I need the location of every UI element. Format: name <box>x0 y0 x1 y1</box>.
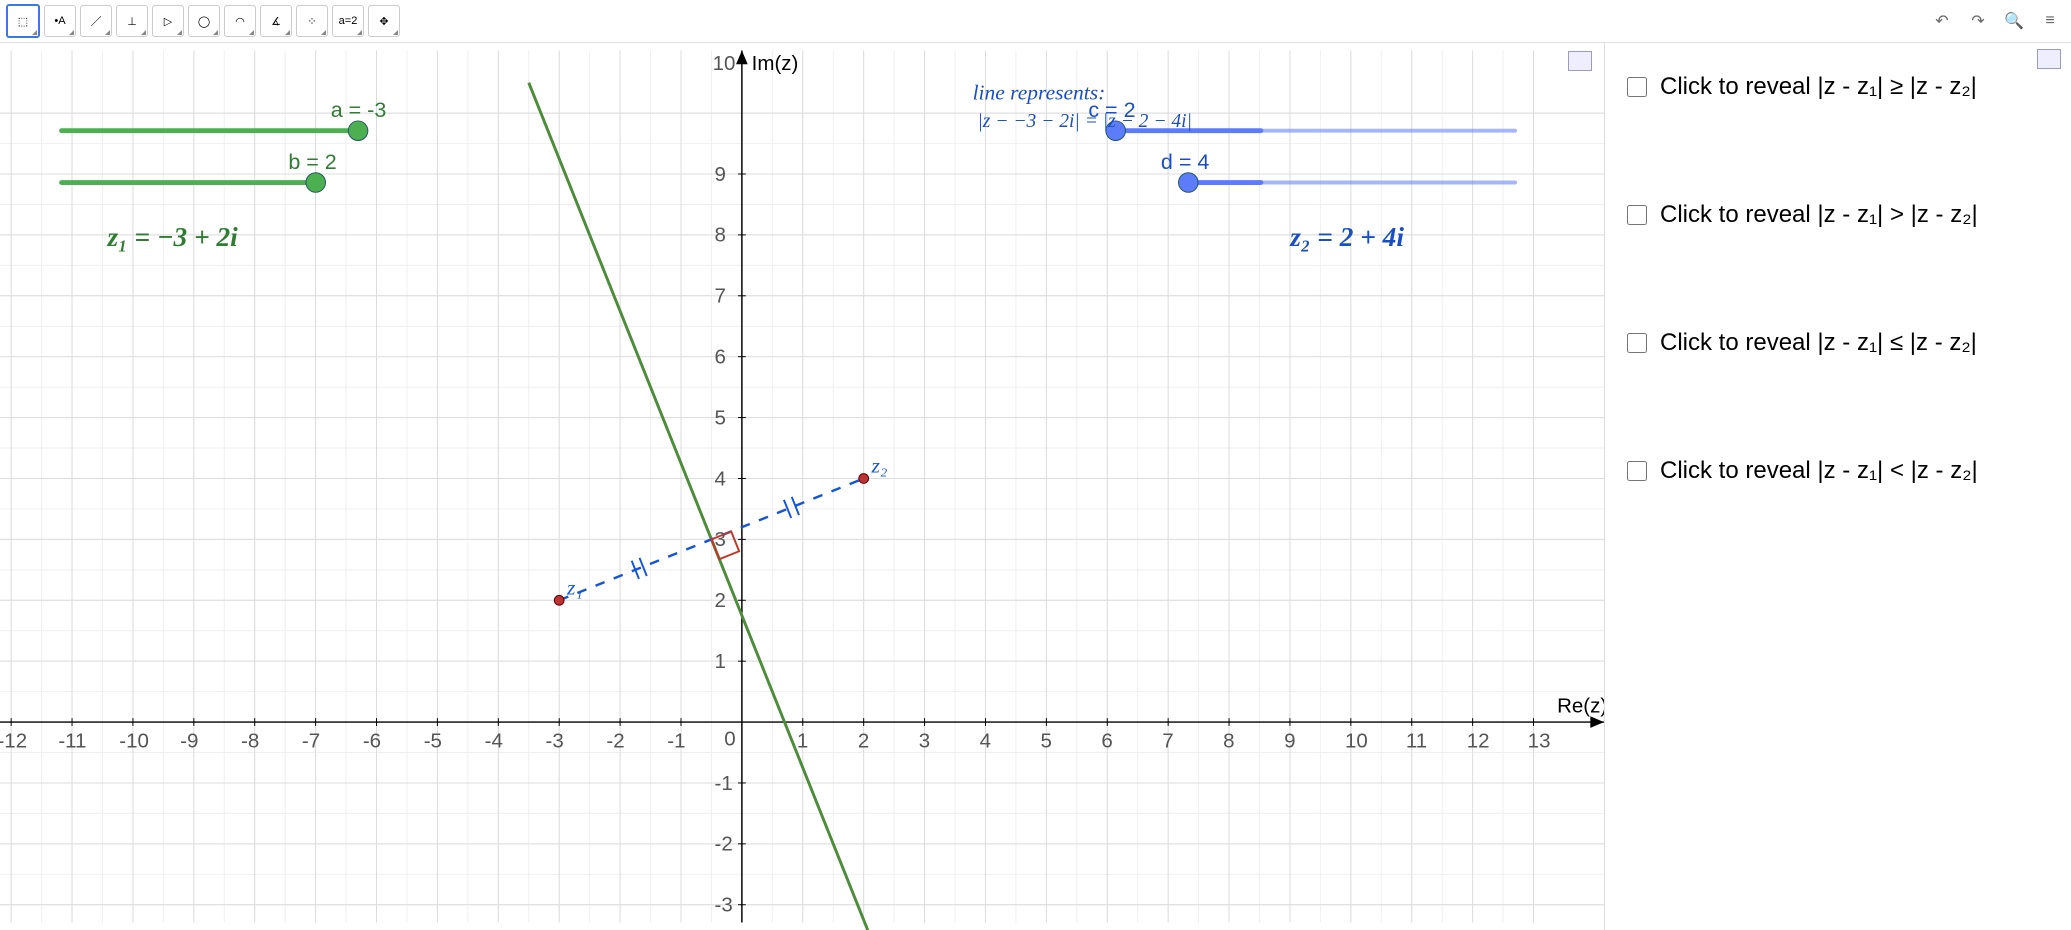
svg-text:3: 3 <box>919 729 930 752</box>
svg-text:z₁: z₁ <box>566 575 583 599</box>
side-panel: Click to reveal |z - z₁| ≥ |z - z₂| Clic… <box>1604 43 2071 930</box>
reveal-leq-label: Click to reveal |z - z₁| ≤ |z - z₂| <box>1660 329 1977 357</box>
svg-text:8: 8 <box>1223 729 1234 752</box>
circle-tool[interactable]: ◯ <box>188 5 220 37</box>
svg-text:-3: -3 <box>715 894 733 917</box>
svg-text:Re(z): Re(z) <box>1557 694 1604 717</box>
svg-text:-4: -4 <box>485 729 503 752</box>
svg-text:-9: -9 <box>180 729 198 752</box>
svg-text:9: 9 <box>1284 729 1295 752</box>
svg-text:-8: -8 <box>241 729 259 752</box>
undo-icon: ↶ <box>1935 11 1948 31</box>
svg-text:1: 1 <box>797 729 808 752</box>
svg-text:-12: -12 <box>0 729 27 752</box>
toolbar-right: ↶ ↷ 🔍 ≡ <box>1927 6 2065 36</box>
svg-text:d = 4: d = 4 <box>1161 150 1209 174</box>
reveal-gt-label: Click to reveal |z - z₁| > |z - z₂| <box>1660 201 1978 229</box>
svg-text:Im(z): Im(z) <box>752 52 799 75</box>
redo-button[interactable]: ↷ <box>1963 6 1993 36</box>
svg-text:-3: -3 <box>546 729 564 752</box>
svg-text:a = -3: a = -3 <box>331 98 387 122</box>
svg-text:4: 4 <box>980 729 991 752</box>
menu-icon: ≡ <box>2045 12 2054 30</box>
svg-text:b = 2: b = 2 <box>288 150 336 174</box>
reveal-gt-checkbox[interactable] <box>1627 205 1647 225</box>
svg-text:2: 2 <box>715 589 726 612</box>
svg-text:-1: -1 <box>715 772 733 795</box>
svg-text:11: 11 <box>1406 729 1427 752</box>
perp-tool[interactable]: ⊥ <box>116 5 148 37</box>
svg-text:line represents:: line represents: <box>973 80 1106 104</box>
svg-text:|z − −3 − 2i| = |z − 2 − 4i|: |z − −3 − 2i| = |z − 2 − 4i| <box>977 111 1192 132</box>
svg-text:-11: -11 <box>58 729 86 752</box>
reveal-lt[interactable]: Click to reveal |z - z₁| < |z - z₂| <box>1623 457 2053 485</box>
svg-text:-2: -2 <box>606 729 624 752</box>
svg-text:0: 0 <box>724 728 735 751</box>
pan-tool[interactable]: ✥ <box>368 5 400 37</box>
main: Re(z)Im(z)10-12-11-10-9-8-7-6-5-4-3-2-10… <box>0 43 2071 930</box>
svg-text:5: 5 <box>1040 729 1051 752</box>
svg-text:6: 6 <box>715 346 726 369</box>
reveal-lt-checkbox[interactable] <box>1627 461 1647 481</box>
svg-text:13: 13 <box>1528 729 1551 752</box>
redo-icon: ↷ <box>1971 11 1984 31</box>
conic-tool[interactable]: ◠ <box>224 5 256 37</box>
reveal-geq-label: Click to reveal |z - z₁| ≥ |z - z₂| <box>1660 73 1977 101</box>
line-tool[interactable]: ／ <box>80 5 112 37</box>
canvas[interactable]: Re(z)Im(z)10-12-11-10-9-8-7-6-5-4-3-2-10… <box>0 43 1604 930</box>
svg-text:z₂ = 2 + 4i: z₂ = 2 + 4i <box>1289 222 1404 252</box>
reveal-leq-checkbox[interactable] <box>1627 333 1647 353</box>
slider-tool[interactable]: a=2 <box>332 5 364 37</box>
svg-text:z₂: z₂ <box>870 454 887 478</box>
move-tool[interactable]: ⬚ <box>6 4 40 38</box>
svg-text:7: 7 <box>1162 729 1173 752</box>
reveal-gt[interactable]: Click to reveal |z - z₁| > |z - z₂| <box>1623 201 2053 229</box>
reveal-geq-checkbox[interactable] <box>1627 77 1647 97</box>
app-root: ⬚•A／⊥▷◯◠∡⁘a=2✥ ↶ ↷ 🔍 ≡ Re(z)Im(z)10-12-1… <box>0 0 2071 930</box>
svg-text:-1: -1 <box>667 729 685 752</box>
svg-text:-7: -7 <box>302 729 320 752</box>
svg-text:-2: -2 <box>715 833 733 856</box>
svg-text:9: 9 <box>715 163 726 186</box>
svg-text:5: 5 <box>715 406 726 429</box>
svg-text:6: 6 <box>1101 729 1112 752</box>
angle-tool[interactable]: ∡ <box>260 5 292 37</box>
reveal-geq[interactable]: Click to reveal |z - z₁| ≥ |z - z₂| <box>1623 73 2053 101</box>
svg-text:z₁ = −3 + 2i: z₁ = −3 + 2i <box>107 222 239 252</box>
point-tool[interactable]: •A <box>44 5 76 37</box>
toolbar: ⬚•A／⊥▷◯◠∡⁘a=2✥ ↶ ↷ 🔍 ≡ <box>0 0 2071 43</box>
svg-text:-5: -5 <box>424 729 442 752</box>
svg-text:2: 2 <box>858 729 869 752</box>
canvas-style-toggle[interactable] <box>1568 51 1592 71</box>
svg-text:7: 7 <box>715 285 726 308</box>
reveal-leq[interactable]: Click to reveal |z - z₁| ≤ |z - z₂| <box>1623 329 2053 357</box>
svg-text:-6: -6 <box>363 729 381 752</box>
reveal-lt-label: Click to reveal |z - z₁| < |z - z₂| <box>1660 457 1978 485</box>
search-icon: 🔍 <box>2004 11 2024 31</box>
svg-text:1: 1 <box>715 650 726 673</box>
svg-text:10: 10 <box>1345 729 1368 752</box>
svg-text:-10: -10 <box>119 729 149 752</box>
svg-text:12: 12 <box>1467 729 1490 752</box>
menu-button[interactable]: ≡ <box>2035 6 2065 36</box>
undo-button[interactable]: ↶ <box>1927 6 1957 36</box>
svg-text:10: 10 <box>713 52 736 75</box>
svg-text:4: 4 <box>715 467 726 490</box>
panel-style-toggle[interactable] <box>2037 49 2061 69</box>
reflect-tool[interactable]: ⁘ <box>296 5 328 37</box>
svg-text:8: 8 <box>715 224 726 247</box>
plot-svg: Re(z)Im(z)10-12-11-10-9-8-7-6-5-4-3-2-10… <box>0 43 1604 930</box>
search-button[interactable]: 🔍 <box>1999 6 2029 36</box>
polygon-tool[interactable]: ▷ <box>152 5 184 37</box>
